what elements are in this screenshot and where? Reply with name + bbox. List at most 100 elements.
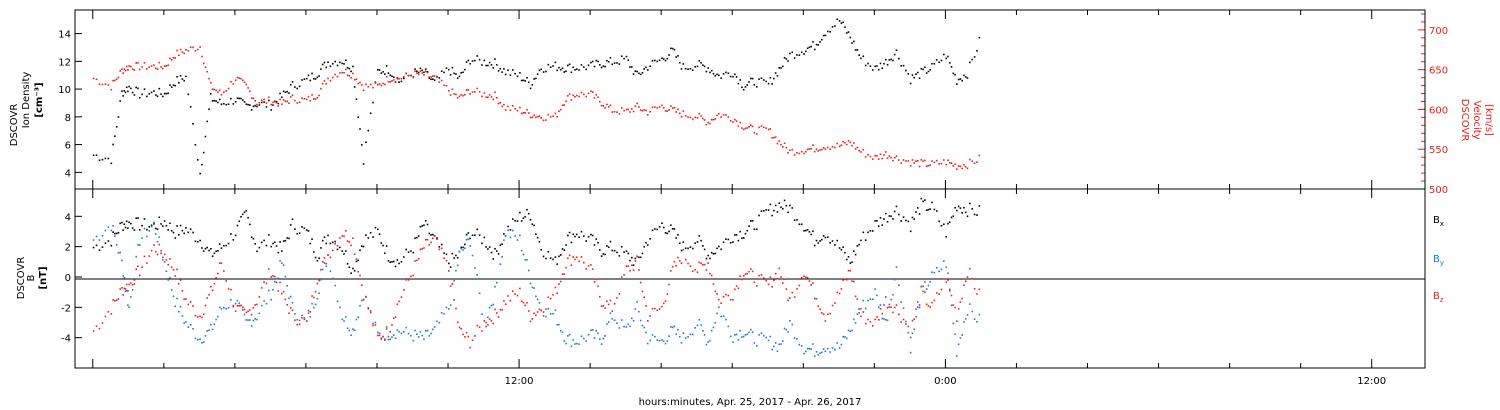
- bx-point: [892, 218, 894, 220]
- density-point: [783, 56, 786, 59]
- velocity-point: [172, 56, 175, 59]
- bz-point: [549, 297, 552, 300]
- density-point: [148, 93, 151, 95]
- bx-point: [854, 253, 857, 256]
- by-point: [929, 281, 932, 283]
- by-point: [618, 327, 621, 329]
- bz-point: [291, 309, 294, 312]
- by-point: [789, 320, 791, 322]
- bz-point: [722, 296, 725, 298]
- bx-point: [574, 235, 576, 238]
- density-point: [785, 58, 788, 60]
- velocity-point: [834, 146, 836, 149]
- by-point: [487, 316, 489, 319]
- by-point: [888, 306, 891, 308]
- velocity-point: [694, 116, 696, 119]
- bx-point: [638, 256, 640, 259]
- bx-point: [767, 209, 770, 211]
- bz-point: [499, 308, 502, 311]
- bx-point: [131, 227, 134, 229]
- by-point: [119, 251, 122, 254]
- density-point: [796, 54, 798, 56]
- bx-point: [412, 251, 415, 254]
- density-point: [854, 49, 857, 51]
- by-point: [153, 221, 155, 224]
- by-point: [423, 338, 425, 340]
- bx-point: [279, 241, 281, 243]
- bx-point: [945, 235, 947, 238]
- by-point: [900, 301, 902, 303]
- density-point: [146, 95, 148, 98]
- bz-point: [662, 302, 665, 305]
- bz-point: [238, 304, 241, 307]
- bx-point: [602, 253, 605, 255]
- bz-point: [599, 295, 601, 298]
- by-point: [911, 332, 914, 335]
- velocity-point: [632, 110, 635, 113]
- velocity-point: [127, 69, 129, 71]
- bz-point: [263, 281, 265, 283]
- density-point: [210, 92, 212, 95]
- velocity-point: [488, 94, 491, 96]
- bz-point: [412, 274, 415, 277]
- velocity-axis-title-line2: Velocity: [1471, 100, 1482, 139]
- b-axis-title-line2: B: [26, 274, 37, 281]
- legend-bx-subscript: x: [1440, 220, 1444, 228]
- by-point: [460, 247, 463, 250]
- bz-point: [122, 294, 124, 296]
- by-point: [854, 322, 857, 324]
- bx-point: [976, 214, 978, 216]
- velocity-point: [547, 113, 550, 116]
- bx-point: [666, 232, 669, 235]
- bx-point: [179, 224, 182, 227]
- bz-point: [187, 303, 190, 306]
- by-point: [879, 304, 882, 306]
- bz-point: [834, 302, 836, 304]
- bx-point: [935, 210, 938, 212]
- bx-point: [616, 251, 618, 254]
- velocity-point: [531, 116, 534, 119]
- by-point: [196, 338, 199, 341]
- bz-point: [250, 313, 253, 316]
- velocity-point: [753, 131, 756, 134]
- bx-point: [122, 229, 124, 232]
- bx-point: [556, 263, 558, 266]
- velocity-point: [369, 83, 372, 86]
- velocity-point: [238, 77, 241, 80]
- velocity-point: [829, 148, 831, 151]
- bz-point: [954, 306, 956, 309]
- by-point: [387, 338, 390, 341]
- bz-point: [864, 322, 867, 325]
- velocity-point: [698, 112, 701, 115]
- bz-point: [268, 268, 270, 270]
- by-point: [925, 288, 928, 290]
- bx-point: [424, 220, 427, 222]
- bz-point: [920, 285, 923, 288]
- density-point: [758, 78, 760, 80]
- density-point: [154, 94, 157, 96]
- density-point: [722, 72, 725, 75]
- bz-point: [150, 249, 153, 252]
- bx-point: [252, 237, 255, 240]
- bx-point: [451, 252, 454, 255]
- density-point: [117, 116, 120, 118]
- bx-point: [595, 238, 598, 240]
- velocity-point: [636, 102, 638, 105]
- velocity-point: [911, 159, 914, 161]
- bx-point: [301, 226, 303, 228]
- by-point: [341, 318, 344, 321]
- density-point: [763, 79, 765, 81]
- velocity-point: [630, 107, 633, 110]
- bz-point: [654, 307, 656, 310]
- density-point: [384, 73, 386, 75]
- by-point: [702, 330, 704, 332]
- bz-point: [284, 298, 287, 301]
- by-point: [538, 302, 541, 304]
- bz-point: [677, 256, 679, 259]
- bx-point: [265, 244, 268, 247]
- by-point: [600, 343, 603, 345]
- by-point: [391, 336, 393, 338]
- bz-point: [574, 258, 576, 261]
- by-point: [787, 331, 789, 333]
- by-point: [357, 316, 360, 319]
